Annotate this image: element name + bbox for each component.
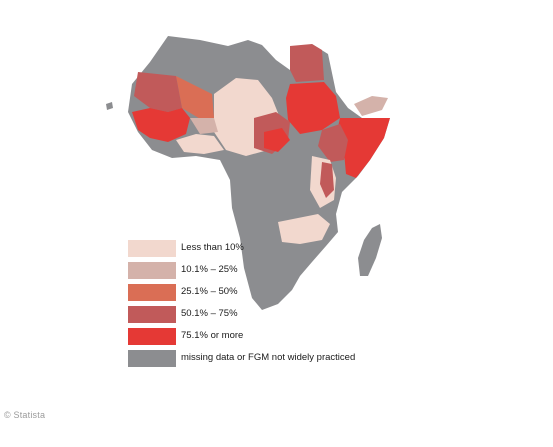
legend-label: 10.1% – 25% xyxy=(181,264,238,275)
region-75-west-coast xyxy=(132,108,190,142)
region-less-10-tanzania xyxy=(278,214,330,244)
region-p50-east-strip xyxy=(320,162,334,198)
legend-swatch xyxy=(128,350,176,367)
region-75-central xyxy=(264,128,290,152)
legend-swatch xyxy=(128,284,176,301)
region-75-horn xyxy=(336,118,390,178)
legend-label: 75.1% or more xyxy=(181,330,244,341)
legend-label: 50.1% – 75% xyxy=(181,308,238,319)
legend-swatch xyxy=(128,306,176,323)
region-50-75-west xyxy=(134,72,182,112)
legend-label: missing data or FGM not widely practiced xyxy=(181,352,356,363)
region-75-sudan xyxy=(286,82,340,134)
small-island xyxy=(106,102,113,110)
region-10-25-yemen xyxy=(354,96,388,116)
region-10-25-west xyxy=(190,118,218,134)
region-less-10-west-coast xyxy=(176,134,224,154)
legend-label: Less than 10% xyxy=(181,242,244,253)
region-50-75-egypt xyxy=(290,44,324,82)
madagascar xyxy=(358,224,382,276)
region-25-50-west xyxy=(176,76,214,120)
legend-swatch xyxy=(128,240,176,257)
legend-swatch xyxy=(128,328,176,345)
legend-label: 25.1% – 50% xyxy=(181,286,238,297)
legend-swatch xyxy=(128,262,176,279)
credit-text: © Statista xyxy=(4,410,46,420)
region-50-75-ethiopia xyxy=(318,124,348,162)
